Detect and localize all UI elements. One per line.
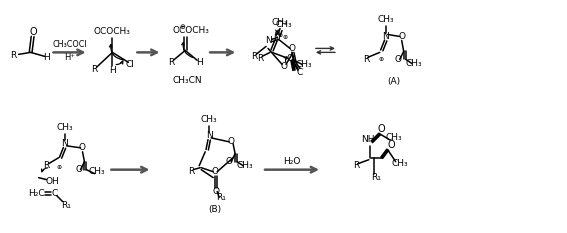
- Text: CH₃COCl: CH₃COCl: [52, 40, 87, 49]
- Text: CH₃: CH₃: [201, 116, 218, 124]
- Text: N: N: [61, 139, 68, 148]
- Text: R₁: R₁: [62, 201, 71, 210]
- Text: CH₃: CH₃: [272, 18, 289, 27]
- Text: N: N: [206, 131, 213, 140]
- Text: O: O: [79, 143, 86, 152]
- Text: R: R: [91, 65, 98, 74]
- Text: R₁: R₁: [371, 173, 380, 182]
- Text: H₂C: H₂C: [28, 189, 45, 198]
- Text: H₂O: H₂O: [284, 157, 301, 166]
- Text: CH₃: CH₃: [56, 123, 73, 132]
- Text: O: O: [213, 187, 219, 196]
- Text: R₁: R₁: [216, 193, 226, 202]
- Text: H: H: [43, 53, 50, 62]
- Text: O: O: [289, 44, 295, 53]
- Text: O: O: [75, 165, 82, 174]
- Text: O: O: [378, 124, 386, 134]
- Text: CH₃: CH₃: [405, 59, 422, 68]
- Text: O: O: [398, 32, 405, 41]
- Text: N: N: [382, 32, 389, 41]
- Text: R: R: [257, 54, 263, 63]
- Text: CH₃: CH₃: [378, 15, 394, 24]
- Text: ⊕: ⊕: [277, 33, 282, 38]
- Text: CH₃: CH₃: [88, 167, 105, 176]
- Text: H: H: [109, 66, 116, 75]
- Text: R: R: [353, 161, 359, 170]
- Text: OCOCH₃: OCOCH₃: [94, 27, 131, 36]
- Text: R: R: [251, 52, 257, 61]
- Text: ⊕: ⊕: [282, 35, 287, 40]
- Text: R: R: [188, 167, 194, 176]
- Text: CH₃: CH₃: [391, 159, 408, 168]
- Text: R: R: [44, 161, 50, 170]
- Text: CH₃CN: CH₃CN: [172, 76, 202, 85]
- Text: N: N: [265, 36, 272, 45]
- Text: ⊕: ⊕: [179, 24, 185, 30]
- Text: ⊕: ⊕: [57, 165, 62, 170]
- Text: NH: NH: [361, 135, 375, 144]
- Text: O: O: [227, 137, 235, 146]
- Text: O: O: [281, 62, 287, 71]
- Text: C: C: [52, 189, 58, 198]
- Text: C: C: [297, 68, 303, 77]
- Text: R: R: [363, 55, 369, 64]
- Text: H: H: [196, 58, 202, 67]
- Text: CH₃: CH₃: [237, 161, 253, 170]
- Text: Cl: Cl: [126, 60, 135, 69]
- Text: ⊕: ⊕: [378, 57, 383, 62]
- Text: CH₃: CH₃: [276, 20, 293, 29]
- Text: OH: OH: [46, 177, 60, 186]
- Text: O: O: [286, 54, 294, 63]
- Text: R: R: [168, 58, 175, 67]
- Text: O: O: [394, 55, 401, 64]
- Text: CH₃: CH₃: [386, 133, 402, 142]
- Text: R: R: [10, 51, 16, 60]
- Text: CH₃: CH₃: [295, 60, 312, 69]
- Text: O: O: [211, 167, 219, 176]
- Text: OCOCH₃: OCOCH₃: [173, 26, 210, 35]
- Text: (A): (A): [387, 77, 400, 86]
- Text: O: O: [30, 27, 37, 37]
- Text: N: N: [273, 34, 280, 43]
- Text: O: O: [226, 157, 232, 166]
- Text: (B): (B): [209, 205, 222, 214]
- Text: O: O: [388, 140, 396, 150]
- Text: H⁺: H⁺: [64, 53, 75, 62]
